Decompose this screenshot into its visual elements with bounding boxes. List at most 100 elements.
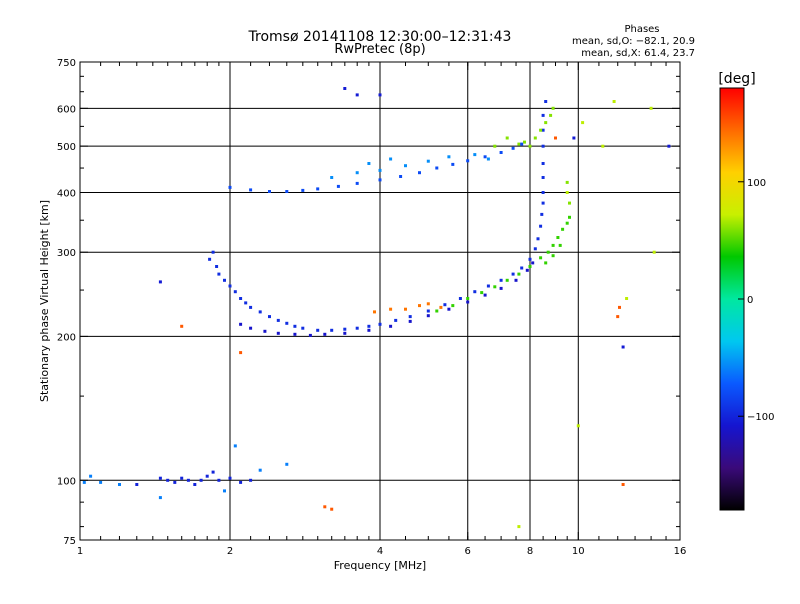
data-point [576, 424, 580, 428]
data-point [649, 106, 653, 110]
data-point [539, 128, 543, 132]
data-point [520, 266, 524, 270]
data-point [511, 146, 515, 150]
data-point [323, 505, 327, 509]
data-point [551, 254, 555, 258]
data-point [293, 332, 297, 336]
data-point [89, 474, 93, 478]
data-point [528, 144, 532, 148]
data-point [211, 250, 215, 254]
data-point [268, 315, 271, 319]
data-point [499, 278, 503, 282]
data-point [539, 224, 543, 228]
data-point [565, 191, 569, 194]
data-point [451, 304, 455, 308]
data-point [330, 176, 334, 179]
data-point [263, 329, 267, 333]
data-point [517, 272, 521, 276]
y-tick-label: 75 [63, 536, 76, 547]
data-point [517, 525, 521, 529]
data-point [249, 188, 253, 192]
data-point [399, 175, 403, 178]
data-point [378, 93, 382, 97]
data-point [343, 87, 347, 90]
plot-area: 1 2 4 6 8 10 16 75 100 200 300 400 500 600 750 [57, 58, 686, 557]
data-point [546, 250, 550, 254]
data-point [499, 151, 503, 154]
data-point [217, 478, 221, 482]
data-point [330, 507, 334, 511]
x-tick-label: 10 [572, 546, 585, 557]
chart-title: Tromsø 20141108 12:30:00–12:31:43 [248, 29, 512, 45]
data-point [135, 483, 139, 486]
y-tick-label: 400 [57, 188, 76, 199]
y-tick-label: 200 [57, 332, 76, 343]
data-point [285, 321, 289, 325]
data-point [601, 144, 605, 148]
data-point [556, 236, 560, 239]
data-point [367, 324, 371, 328]
data-point [239, 297, 243, 300]
data-point [447, 307, 451, 311]
data-point [531, 261, 535, 265]
x-tick-label: 8 [527, 546, 533, 557]
data-point [544, 100, 548, 103]
data-point [554, 136, 557, 140]
data-point [435, 309, 439, 313]
data-point [426, 314, 430, 318]
x-tick-label: 6 [465, 546, 471, 557]
data-point [285, 190, 289, 193]
data-point [466, 300, 470, 304]
data-point [544, 261, 548, 265]
data-point [367, 328, 371, 332]
data-point [285, 462, 289, 466]
data-point [616, 315, 620, 319]
data-point [217, 272, 221, 276]
data-point [276, 331, 280, 335]
data-point [418, 304, 421, 308]
data-point [541, 191, 545, 194]
data-point [558, 243, 562, 247]
data-point [625, 297, 629, 300]
data-point [343, 327, 347, 331]
data-point [355, 181, 359, 185]
data-point [301, 188, 305, 192]
data-point [544, 121, 548, 125]
data-point [486, 284, 490, 288]
stats-line: mean, sd,O: −82.1, 20.9 [572, 36, 695, 47]
data-point [193, 483, 197, 486]
data-point [355, 326, 359, 330]
data-point [493, 144, 497, 148]
data-point [301, 326, 305, 330]
data-point [228, 284, 232, 288]
data-point [493, 285, 497, 289]
data-point [180, 476, 184, 480]
data-point [505, 278, 509, 282]
data-point [667, 144, 671, 148]
data-point [408, 315, 412, 319]
data-point [621, 345, 625, 349]
data-point [208, 257, 212, 261]
x-tick-label: 1 [77, 546, 83, 557]
data-point [568, 201, 571, 205]
data-point [520, 142, 524, 146]
data-point [443, 303, 447, 307]
data-point [316, 328, 320, 332]
data-point [258, 310, 262, 314]
data-point [525, 268, 529, 272]
data-point [426, 309, 430, 313]
data-point [199, 478, 203, 482]
data-point [621, 483, 625, 486]
data-point [249, 478, 253, 482]
data-point [541, 176, 545, 179]
data-point [343, 331, 347, 335]
data-point [389, 157, 393, 161]
data-point [173, 480, 177, 484]
data-point [158, 476, 162, 480]
data-point [239, 480, 243, 484]
data-point [378, 168, 382, 172]
data-point [533, 247, 537, 251]
data-point [408, 319, 412, 323]
